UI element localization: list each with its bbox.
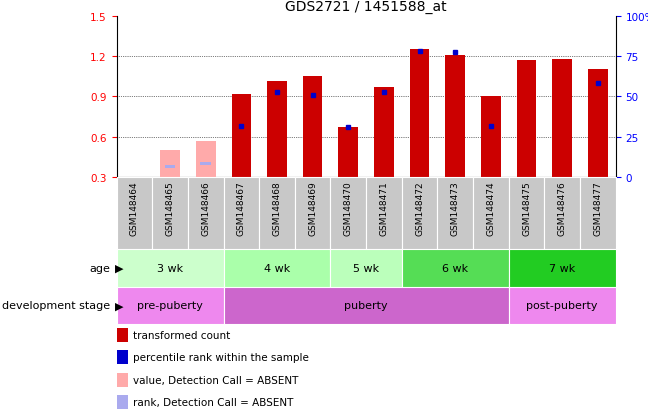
Text: 6 wk: 6 wk bbox=[442, 263, 469, 273]
Text: GSM148475: GSM148475 bbox=[522, 181, 531, 236]
Bar bbox=[330, 250, 402, 287]
Text: GSM148474: GSM148474 bbox=[487, 181, 495, 236]
Text: ▶: ▶ bbox=[115, 263, 124, 273]
Text: value, Detection Call = ABSENT: value, Detection Call = ABSENT bbox=[133, 375, 299, 385]
Bar bbox=[117, 350, 128, 365]
Bar bbox=[165, 165, 176, 169]
Bar bbox=[544, 178, 580, 250]
Text: GSM148477: GSM148477 bbox=[594, 181, 602, 236]
Text: GSM148469: GSM148469 bbox=[308, 181, 317, 236]
Bar bbox=[231, 95, 251, 178]
Bar bbox=[481, 97, 501, 178]
Bar bbox=[410, 50, 430, 178]
Text: 4 wk: 4 wk bbox=[264, 263, 290, 273]
Text: age: age bbox=[89, 263, 110, 273]
Bar bbox=[224, 250, 330, 287]
Text: 5 wk: 5 wk bbox=[353, 263, 379, 273]
Bar bbox=[366, 178, 402, 250]
Text: development stage: development stage bbox=[2, 301, 110, 311]
Bar bbox=[267, 82, 287, 178]
Text: puberty: puberty bbox=[344, 301, 388, 311]
Text: percentile rank within the sample: percentile rank within the sample bbox=[133, 353, 309, 363]
Bar bbox=[200, 163, 211, 166]
Bar bbox=[552, 59, 572, 178]
Text: GSM148466: GSM148466 bbox=[202, 181, 210, 236]
Bar bbox=[516, 61, 537, 178]
Bar bbox=[437, 178, 473, 250]
Bar bbox=[117, 250, 224, 287]
Title: GDS2721 / 1451588_at: GDS2721 / 1451588_at bbox=[285, 0, 447, 14]
Text: ▶: ▶ bbox=[115, 301, 124, 311]
Text: transformed count: transformed count bbox=[133, 330, 230, 340]
Text: GSM148472: GSM148472 bbox=[415, 181, 424, 236]
Bar bbox=[117, 328, 128, 342]
Bar bbox=[224, 287, 509, 324]
Bar bbox=[303, 77, 323, 178]
Bar bbox=[374, 88, 394, 178]
Bar bbox=[509, 287, 616, 324]
Text: GSM148464: GSM148464 bbox=[130, 181, 139, 236]
Bar bbox=[224, 178, 259, 250]
Bar bbox=[295, 178, 330, 250]
Bar bbox=[117, 287, 224, 324]
Bar bbox=[402, 250, 509, 287]
Text: post-puberty: post-puberty bbox=[526, 301, 598, 311]
Bar bbox=[117, 395, 128, 409]
Text: pre-puberty: pre-puberty bbox=[137, 301, 203, 311]
Bar bbox=[588, 70, 608, 178]
Text: GSM148470: GSM148470 bbox=[344, 181, 353, 236]
Bar bbox=[473, 178, 509, 250]
Bar bbox=[188, 178, 224, 250]
Bar bbox=[338, 128, 358, 178]
Bar bbox=[117, 373, 128, 387]
Text: GSM148471: GSM148471 bbox=[380, 181, 388, 236]
Bar bbox=[152, 178, 188, 250]
Text: 3 wk: 3 wk bbox=[157, 263, 183, 273]
Bar bbox=[330, 178, 366, 250]
Text: rank, Detection Call = ABSENT: rank, Detection Call = ABSENT bbox=[133, 397, 294, 407]
Bar bbox=[259, 178, 295, 250]
Bar bbox=[580, 178, 616, 250]
Text: 7 wk: 7 wk bbox=[549, 263, 575, 273]
Bar bbox=[160, 151, 180, 178]
Text: GSM148473: GSM148473 bbox=[451, 181, 459, 236]
Bar bbox=[402, 178, 437, 250]
Bar bbox=[509, 178, 544, 250]
Bar bbox=[196, 141, 216, 178]
Bar bbox=[117, 178, 152, 250]
Text: GSM148465: GSM148465 bbox=[166, 181, 174, 236]
Bar bbox=[509, 250, 616, 287]
Bar bbox=[445, 55, 465, 178]
Text: GSM148467: GSM148467 bbox=[237, 181, 246, 236]
Text: GSM148468: GSM148468 bbox=[273, 181, 281, 236]
Text: GSM148476: GSM148476 bbox=[558, 181, 566, 236]
